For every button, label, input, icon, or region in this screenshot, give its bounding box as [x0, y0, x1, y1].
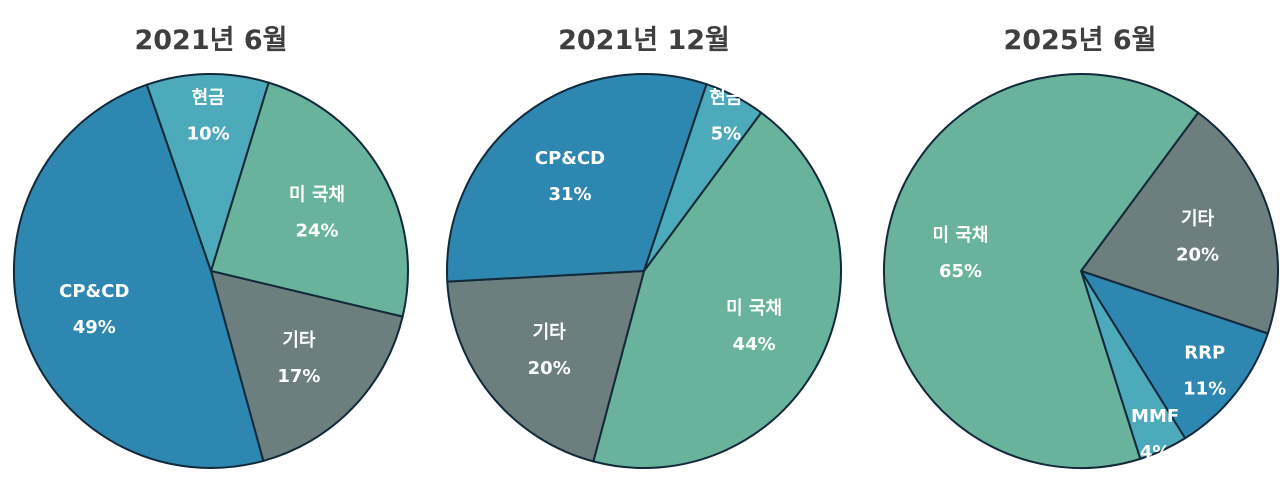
slice-label: 미 국채: [726, 298, 782, 319]
slice-value-label: 65%: [939, 261, 982, 282]
slice-label: 기타: [1181, 208, 1215, 229]
pie-slice: [643, 83, 763, 272]
pie-slice: [210, 270, 404, 462]
pie-chart-1: 미 국채 44% 기타 20% CP&CD 31% 현금 5%: [446, 73, 843, 469]
slice-value-label: 24%: [295, 220, 338, 241]
slice-value-label: 49%: [73, 317, 116, 338]
slice-label: RRP: [1184, 343, 1225, 364]
pie-slice: [446, 73, 708, 283]
slice-value-label: 31%: [548, 184, 591, 205]
slice-value-label: 44%: [733, 334, 776, 355]
chart-title-2: 2025년 6월: [1003, 25, 1157, 56]
pie-slice: [1080, 111, 1279, 335]
slice-value-label: 20%: [528, 358, 571, 379]
pie-chart-2: 기타 20% RRP 11%MMF 4% 미 국채 65%: [883, 73, 1279, 469]
chart-title-1: 2021년 12월: [558, 25, 730, 56]
slice-label: CP&CD: [535, 148, 605, 169]
pie-slice: [883, 73, 1200, 469]
pie-chart-0: 미 국채 24% 기타 17% CP&CD 49% 현금 10%: [12, 73, 410, 469]
slice-label: 현금: [709, 88, 742, 109]
pie-slice: [446, 270, 645, 463]
pie-slice: [210, 81, 410, 318]
slice-value-label: 17%: [277, 366, 320, 387]
slice-label: 기타: [533, 322, 567, 343]
slice-value-label: 4%: [1140, 442, 1171, 463]
pie-slice: [1080, 270, 1269, 440]
slice-label: 미 국채: [933, 225, 989, 246]
chart-title-0: 2021년 6월: [134, 25, 288, 56]
pie-slice: [12, 83, 265, 469]
slice-value-label: 5%: [711, 124, 742, 145]
slice-label: MMF: [1131, 406, 1179, 427]
slice-label: 미 국채: [289, 184, 345, 205]
slice-value-label: 10%: [187, 123, 230, 144]
slice-value-label: 20%: [1176, 244, 1219, 265]
slice-label: CP&CD: [59, 281, 129, 302]
slice-label: 현금: [192, 87, 225, 108]
slice-value-label: 11%: [1183, 379, 1226, 400]
pie-slice: [592, 111, 843, 469]
slice-label: 기타: [282, 330, 316, 351]
pie-slice: [145, 73, 270, 272]
